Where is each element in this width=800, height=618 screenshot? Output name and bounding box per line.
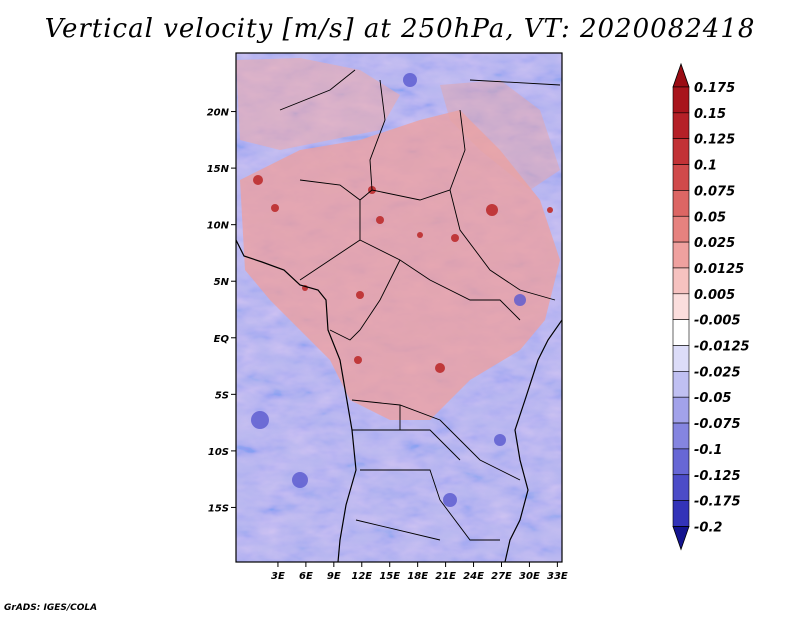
colorbar-label: 0.175 <box>694 81 735 96</box>
positive-velocity-region-north <box>236 58 400 150</box>
grads-credit: GrADS: IGES/COLA <box>4 603 98 613</box>
colorbar-swatch <box>672 190 690 217</box>
positive-velocity-region <box>240 110 560 420</box>
colorbar-label: 0.1 <box>694 159 717 174</box>
colorbar-bottom-arrow <box>672 526 690 551</box>
colorbar-label: 0.0125 <box>694 262 744 277</box>
strong-updraft-cells <box>253 175 553 373</box>
colorbar-swatch <box>672 371 690 398</box>
lon-tick-label: 12E <box>351 571 372 582</box>
colorbar-top-arrow <box>672 62 690 88</box>
colorbar-label: 0.05 <box>694 210 726 225</box>
colorbar-label: -0.175 <box>694 495 741 510</box>
lat-tick-label: 20N <box>207 108 230 119</box>
colorbar-swatch <box>672 396 690 424</box>
lon-tick-label: 3E <box>271 571 285 582</box>
colorbar-label: -0.05 <box>694 391 731 406</box>
coastline-east <box>504 319 562 562</box>
colorbar-swatch <box>672 164 690 191</box>
colorbar-label: -0.025 <box>694 365 741 380</box>
colorbar: 0.175 0.15 0.125 0.1 0.075 0.05 0.025 0.0125 0.0… <box>672 62 750 551</box>
lat-tick-label: 15N <box>207 164 230 175</box>
colorbar-label: 0.15 <box>694 107 726 122</box>
lon-tick-label: 9E <box>327 571 341 582</box>
colorbar-swatch <box>672 474 690 501</box>
latitude-axis: 20N 15N 10N 5N EQ 5S 10S 15S <box>207 108 236 514</box>
colorbar-swatch <box>672 500 690 527</box>
lat-tick-label: 10S <box>208 447 229 458</box>
country-borders <box>279 69 561 541</box>
map-panel <box>236 53 562 562</box>
lon-tick-label: 30E <box>519 571 540 582</box>
colorbar-label: 0.125 <box>694 133 735 148</box>
lon-tick-label: 15E <box>379 571 400 582</box>
colorbar-label: 0.005 <box>694 288 735 303</box>
lon-tick-label: 24E <box>463 571 484 582</box>
colorbar-swatch <box>672 422 690 450</box>
colorbar-swatch <box>672 267 690 295</box>
colorbar-swatch <box>672 448 690 476</box>
positive-velocity-region-east <box>440 80 560 190</box>
lon-tick-label: 27E <box>491 571 512 582</box>
colorbar-swatch <box>672 112 690 139</box>
colorbar-label: 0.025 <box>694 236 735 251</box>
colorbar-swatch <box>672 293 690 320</box>
colorbar-swatch <box>672 241 690 269</box>
colorbar-swatch <box>672 319 690 346</box>
map-frame <box>235 52 563 563</box>
lon-tick-label: 33E <box>547 571 568 582</box>
lon-tick-label: 21E <box>435 571 456 582</box>
colorbar-label: -0.125 <box>694 469 741 484</box>
longitude-axis: 3E 6E 9E 12E 15E 18E 21E 24E 27E 30E 33E <box>271 562 568 582</box>
lat-tick-label: 15S <box>208 503 229 514</box>
lon-tick-label: 18E <box>407 571 428 582</box>
colorbar-swatch <box>672 86 690 114</box>
colorbar-label: -0.005 <box>694 314 741 329</box>
lat-tick-label: 5S <box>215 390 229 401</box>
colorbar-label: 0.075 <box>694 184 735 199</box>
colorbar-label: -0.1 <box>694 443 722 458</box>
map-title: Vertical velocity [m/s] at 250hPa, VT: 2… <box>44 14 756 44</box>
colorbar-swatch <box>672 345 690 372</box>
colorbar-swatch <box>672 215 690 243</box>
lat-tick-label: 5N <box>214 277 230 288</box>
colorbar-label: -0.2 <box>694 520 722 535</box>
colorbar-label: -0.075 <box>694 417 741 432</box>
colorbar-swatch <box>672 138 690 165</box>
colorbar-label: -0.0125 <box>694 340 750 355</box>
lon-tick-label: 6E <box>299 571 313 582</box>
lat-tick-label: EQ <box>214 334 230 345</box>
strong-downdraft-cells <box>251 73 526 507</box>
coastline <box>236 239 357 562</box>
lat-tick-label: 10N <box>207 221 230 232</box>
